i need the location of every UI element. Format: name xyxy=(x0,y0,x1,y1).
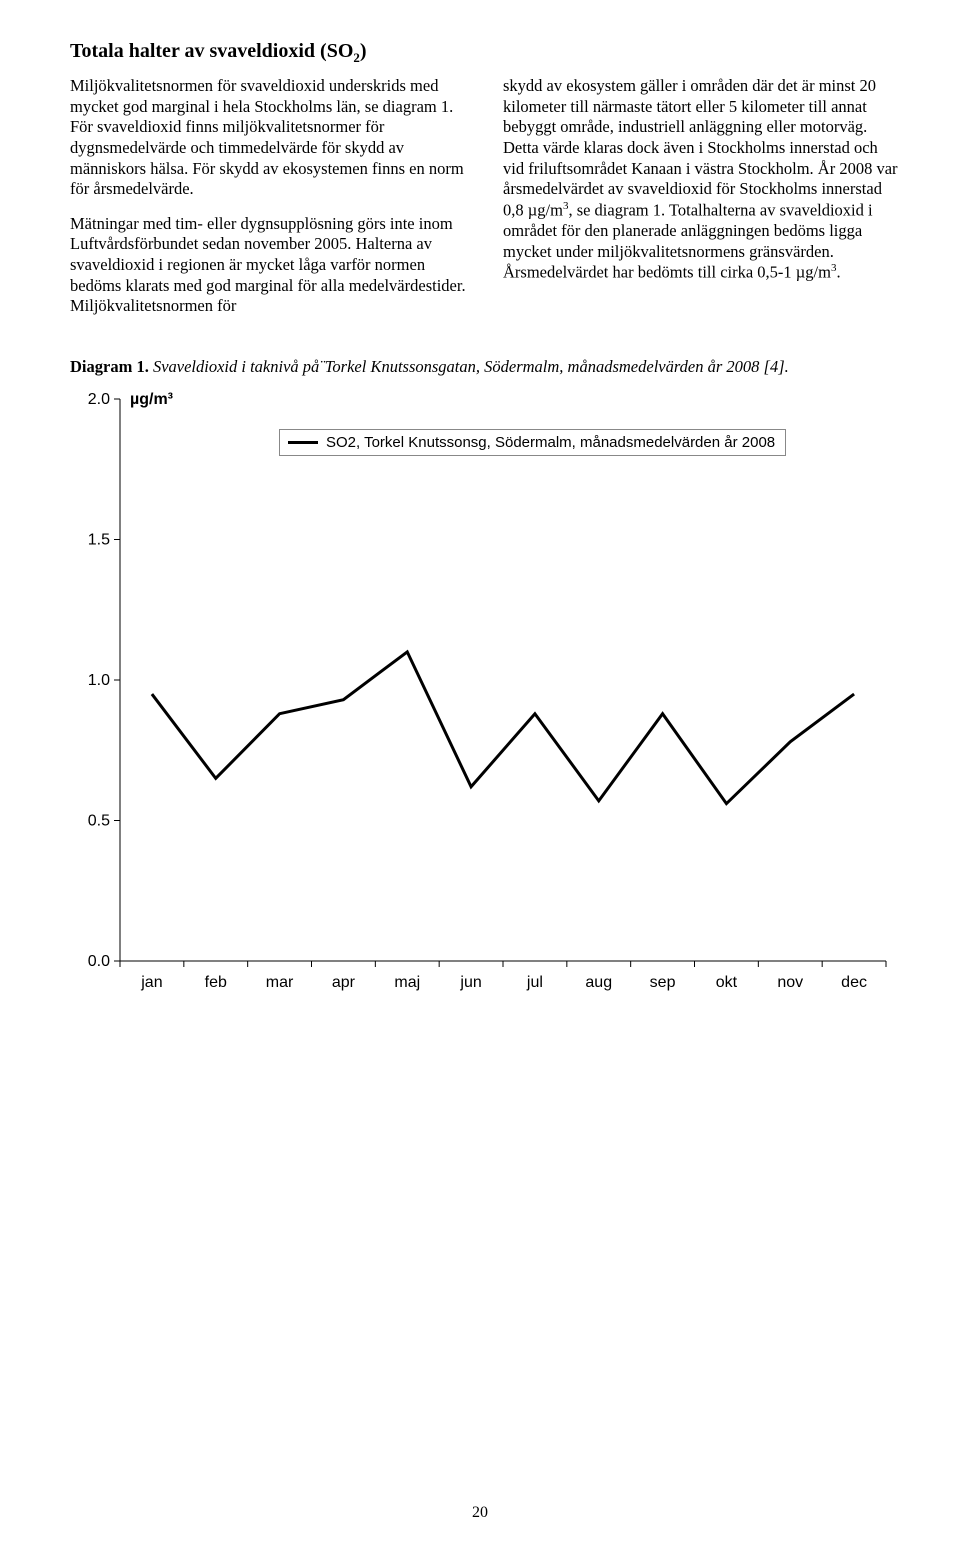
two-column-text: Miljökvalitetsnormen för svaveldioxid un… xyxy=(70,76,900,317)
left-column: Miljökvalitetsnormen för svaveldioxid un… xyxy=(70,76,467,317)
svg-text:aug: aug xyxy=(585,974,612,991)
svg-text:mar: mar xyxy=(266,974,294,991)
paragraph: Miljökvalitetsnormen för svaveldioxid un… xyxy=(70,76,467,200)
chart-svg: 0.0 0.5 1.0 1.5 2.0 µg/m³ jan feb mar apr maj jun ju… xyxy=(64,381,904,1011)
legend-swatch xyxy=(288,441,318,444)
page-title: Totala halter av svaveldioxid (SO2) xyxy=(70,40,900,66)
right-column: skydd av ekosystem gäller i områden där … xyxy=(503,76,900,317)
svg-text:dec: dec xyxy=(841,974,867,991)
svg-text:jul: jul xyxy=(526,974,543,991)
paragraph: skydd av ekosystem gäller i områden där … xyxy=(503,76,900,283)
page-number: 20 xyxy=(0,1504,960,1522)
caption-text: Svaveldioxid i taknivå på¨Torkel Knutsso… xyxy=(153,357,789,376)
svg-text:2.0: 2.0 xyxy=(88,391,110,408)
svg-text:1.5: 1.5 xyxy=(88,531,110,548)
svg-text:0.5: 0.5 xyxy=(88,812,110,829)
svg-text:jan: jan xyxy=(140,974,162,991)
svg-text:jun: jun xyxy=(459,974,481,991)
svg-text:sep: sep xyxy=(650,974,676,991)
svg-text:nov: nov xyxy=(777,974,803,991)
legend-label: SO2, Torkel Knutssonsg, Södermalm, månad… xyxy=(326,434,775,451)
svg-text:1.0: 1.0 xyxy=(88,672,110,689)
svg-text:okt: okt xyxy=(716,974,738,991)
svg-text:0.0: 0.0 xyxy=(88,953,110,970)
caption-label: Diagram 1. xyxy=(70,357,149,376)
so2-line-chart: 0.0 0.5 1.0 1.5 2.0 µg/m³ jan feb mar apr maj jun ju… xyxy=(64,381,904,1016)
chart-caption: Diagram 1. Svaveldioxid i taknivå på¨Tor… xyxy=(70,357,900,377)
svg-text:feb: feb xyxy=(205,974,227,991)
svg-text:apr: apr xyxy=(332,974,356,991)
svg-text:maj: maj xyxy=(394,974,420,991)
chart-legend: SO2, Torkel Knutssonsg, Södermalm, månad… xyxy=(279,429,786,456)
svg-text:µg/m³: µg/m³ xyxy=(130,391,173,408)
paragraph: Mätningar med tim- eller dygnsupplösning… xyxy=(70,214,467,317)
